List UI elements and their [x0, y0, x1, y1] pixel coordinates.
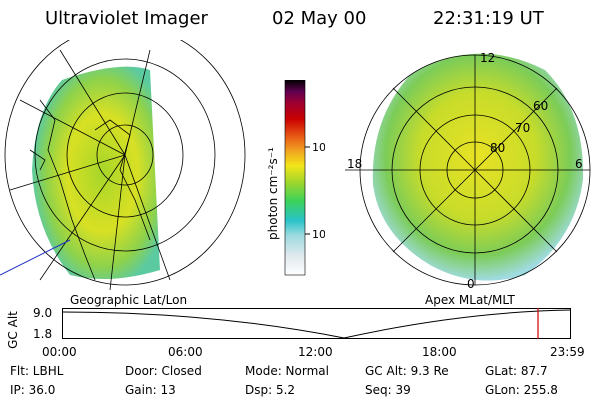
lat-label-70: 70 [515, 121, 530, 135]
x-tick-0000: 00:00 [42, 345, 77, 359]
info-dsp: Dsp: 5.2 [245, 383, 296, 397]
time-label: 22:31:19 UT [433, 8, 544, 29]
x-tick-1200: 12:00 [298, 345, 333, 359]
colorbar-tick-10: 10 [312, 228, 325, 241]
info-gc-alt: GC Alt: 9.3 Re [365, 364, 449, 378]
colorbar: 100 10 photon cm⁻²s⁻¹ [266, 80, 325, 276]
colorbar-unit-label: photon cm⁻²s⁻¹ [266, 147, 280, 240]
x-tick-1800: 18:00 [422, 345, 457, 359]
info-door: Door: Closed [125, 364, 202, 378]
geographic-label: Geographic Lat/Lon [70, 293, 188, 307]
mlt-label-18: 18 [347, 157, 362, 171]
geographic-image [0, 40, 246, 291]
polar-image: 12 18 6 0 60 70 80 [345, 51, 591, 291]
mlt-label-12: 12 [480, 51, 495, 65]
lat-label-80: 80 [490, 141, 505, 155]
alt-plot-ylabel: GC Alt [5, 311, 20, 349]
altitude-plot [62, 308, 571, 339]
date-label: 02 May 00 [272, 8, 367, 29]
app-title: Ultraviolet Imager [45, 8, 208, 29]
lat-label-60: 60 [533, 99, 548, 113]
info-flt: Flt: LBHL [10, 364, 64, 378]
info-glat: GLat: 87.7 [485, 364, 548, 378]
info-mode: Mode: Normal [245, 364, 329, 378]
alt-tick-9: 9.0 [33, 306, 53, 320]
info-glon: GLon: 255.8 [485, 383, 558, 397]
colorbar-tick-100: 100 [312, 141, 325, 154]
mlt-label-0: 0 [467, 277, 475, 291]
x-tick-0600: 06:00 [168, 345, 203, 359]
apex-label: Apex MLat/MLT [425, 293, 515, 307]
alt-tick-1-8: 1.8 [33, 327, 53, 341]
info-seq: Seq: 39 [365, 383, 411, 397]
info-ip: IP: 36.0 [10, 383, 56, 397]
mlt-label-6: 6 [575, 157, 583, 171]
x-tick-2359: 23:59 [550, 345, 585, 359]
info-gain: Gain: 13 [125, 383, 176, 397]
